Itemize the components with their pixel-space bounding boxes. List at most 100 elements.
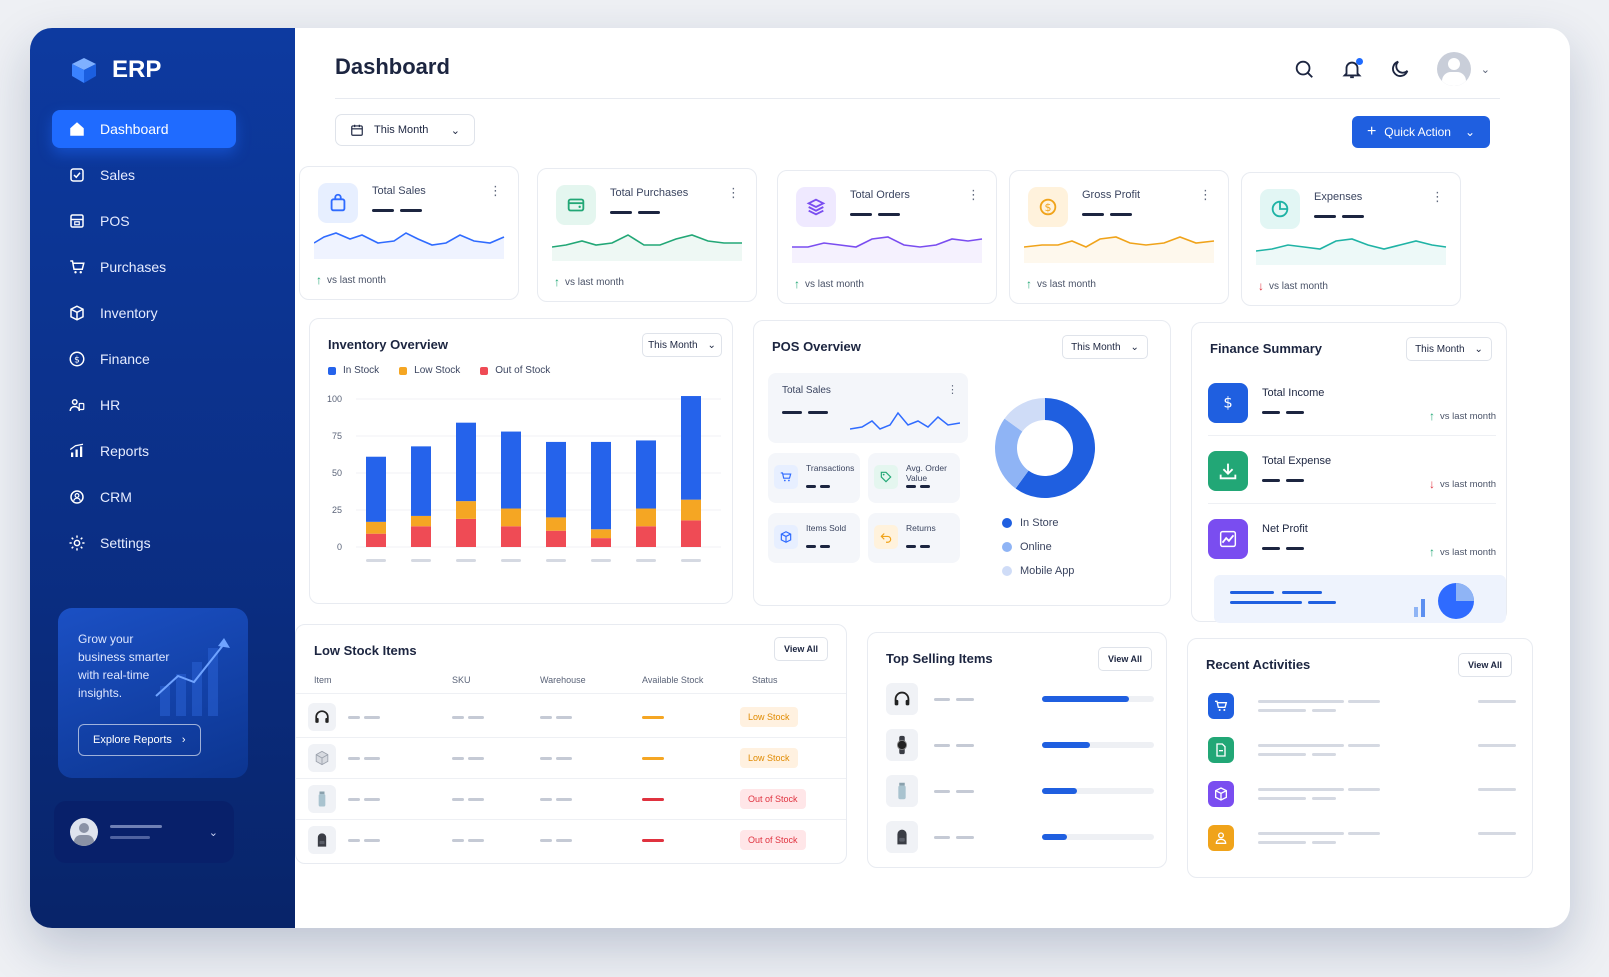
bar-out-of-stock[interactable] xyxy=(501,526,521,547)
bar-low-stock[interactable] xyxy=(501,508,521,527)
timestamp-placeholder xyxy=(1478,788,1516,791)
pos-metric-transactions[interactable]: Transactions xyxy=(768,453,860,503)
table-row[interactable]: Out of Stock xyxy=(296,824,846,865)
more-icon[interactable]: ⋮ xyxy=(947,384,958,396)
cell-placeholder xyxy=(348,798,360,801)
bar-low-stock[interactable] xyxy=(636,508,656,527)
column-header-warehouse: Warehouse xyxy=(540,675,586,685)
bar-chart-icon xyxy=(69,443,84,457)
value-placeholder xyxy=(1286,411,1304,414)
sidebar-item-pos[interactable]: POS xyxy=(52,202,236,240)
more-icon[interactable]: ⋮ xyxy=(489,183,502,198)
sidebar-item-dashboard[interactable]: Dashboard xyxy=(52,110,236,148)
bar-in-stock[interactable] xyxy=(501,431,521,509)
sidebar-item-reports[interactable]: Reports xyxy=(52,432,236,470)
pos-sparkline xyxy=(850,411,960,430)
period-value: This Month xyxy=(1071,341,1121,353)
bar-low-stock[interactable] xyxy=(681,499,701,521)
more-icon[interactable]: ⋮ xyxy=(1199,187,1212,202)
bar-in-stock[interactable] xyxy=(411,446,431,516)
bar-out-of-stock[interactable] xyxy=(636,526,656,547)
bar-in-stock[interactable] xyxy=(681,396,701,500)
table-row[interactable]: Out of Stock xyxy=(296,783,846,824)
status-badge: Low Stock xyxy=(740,707,798,727)
logo[interactable]: ERP xyxy=(70,56,161,84)
name-placeholder xyxy=(956,744,974,747)
kpi-footer-label: vs last month xyxy=(1269,280,1328,292)
kpi-card-total-sales[interactable]: Total Sales ⋮ ↑ vs last month xyxy=(299,166,519,300)
box-icon xyxy=(308,744,336,772)
table-row[interactable]: Low Stock xyxy=(296,701,846,742)
period-select[interactable]: This Month ⌄ xyxy=(335,114,475,146)
bar-out-of-stock[interactable] xyxy=(456,518,476,547)
pos-metric-avg-order-value[interactable]: Avg. Order Value xyxy=(868,453,960,503)
bell-icon[interactable] xyxy=(1341,58,1363,80)
list-item[interactable] xyxy=(868,729,1166,769)
bar-low-stock[interactable] xyxy=(411,515,431,527)
donut-slice-online[interactable] xyxy=(995,418,1029,489)
profile-menu[interactable]: ⌄ xyxy=(1436,52,1490,86)
bar-out-of-stock[interactable] xyxy=(546,530,566,547)
inventory-period-select[interactable]: This Month ⌄ xyxy=(642,333,722,357)
recent-view-all-button[interactable]: View All xyxy=(1458,653,1512,677)
kpi-card-total-purchases[interactable]: Total Purchases ⋮ ↑ vs last month xyxy=(537,168,757,302)
bar-out-of-stock[interactable] xyxy=(681,520,701,547)
bar-out-of-stock[interactable] xyxy=(591,538,611,547)
bar-out-of-stock[interactable] xyxy=(366,533,386,547)
bar-low-stock[interactable] xyxy=(456,501,476,519)
pos-metric-returns[interactable]: Returns xyxy=(868,513,960,563)
progress-fill xyxy=(1042,788,1077,794)
search-icon[interactable] xyxy=(1293,58,1315,80)
user-menu[interactable]: ⌄ xyxy=(54,801,234,863)
more-icon[interactable]: ⋮ xyxy=(967,187,980,202)
gear-icon xyxy=(69,535,85,551)
sidebar-item-hr[interactable]: HR xyxy=(52,386,236,424)
activity-item[interactable] xyxy=(1188,781,1532,821)
list-item[interactable] xyxy=(868,683,1166,723)
donut-slice-in-store[interactable] xyxy=(1015,398,1095,498)
name-placeholder xyxy=(956,790,974,793)
bar-low-stock[interactable] xyxy=(366,521,386,534)
quick-action-button[interactable]: + Quick Action ⌄ xyxy=(1352,116,1490,148)
sidebar-item-crm[interactable]: CRM xyxy=(52,478,236,516)
kpi-card-gross-profit[interactable]: $ Gross Profit ⋮ ↑ vs last month xyxy=(1009,170,1229,304)
low-stock-view-all-button[interactable]: View All xyxy=(774,637,828,661)
bar-out-of-stock[interactable] xyxy=(411,526,431,547)
kpi-label: Gross Profit xyxy=(1082,189,1141,201)
kpi-card-expenses[interactable]: Expenses ⋮ ↓ vs last month xyxy=(1241,172,1461,306)
bar-in-stock[interactable] xyxy=(636,440,656,509)
bar-in-stock[interactable] xyxy=(546,441,566,518)
pos-metric-items-sold[interactable]: Items Sold xyxy=(768,513,860,563)
explore-reports-button[interactable]: Explore Reports › xyxy=(78,724,201,756)
cell-placeholder xyxy=(452,839,464,842)
column-header-item: Item xyxy=(314,675,332,685)
sidebar-item-sales[interactable]: Sales xyxy=(52,156,236,194)
bar-in-stock[interactable] xyxy=(456,422,476,502)
sidebar-item-finance[interactable]: $ Finance xyxy=(52,340,236,378)
list-item[interactable] xyxy=(868,775,1166,815)
pos-period-select[interactable]: This Month ⌄ xyxy=(1062,335,1148,359)
chevron-down-icon: ⌄ xyxy=(450,124,460,137)
more-icon[interactable]: ⋮ xyxy=(1431,189,1444,204)
donut-slice-mobile-app[interactable] xyxy=(1004,398,1045,432)
bar-in-stock[interactable] xyxy=(366,456,386,522)
activity-item[interactable] xyxy=(1188,825,1532,865)
sidebar-item-inventory[interactable]: Inventory xyxy=(52,294,236,332)
sidebar-item-settings[interactable]: Settings xyxy=(52,524,236,562)
x-tick-placeholder xyxy=(456,559,476,562)
row-divider xyxy=(296,778,846,779)
more-icon[interactable]: ⋮ xyxy=(727,185,740,200)
table-row[interactable]: Low Stock xyxy=(296,742,846,783)
kpi-card-total-orders[interactable]: Total Orders ⋮ ↑ vs last month xyxy=(777,170,997,304)
activity-item[interactable] xyxy=(1188,693,1532,733)
bar-low-stock[interactable] xyxy=(591,529,611,539)
top-selling-view-all-button[interactable]: View All xyxy=(1098,647,1152,671)
list-item[interactable] xyxy=(868,821,1166,861)
finance-period-select[interactable]: This Month ⌄ xyxy=(1406,337,1492,361)
activity-item[interactable] xyxy=(1188,737,1532,777)
bar-low-stock[interactable] xyxy=(546,517,566,531)
moon-icon[interactable] xyxy=(1389,58,1411,80)
bar-in-stock[interactable] xyxy=(591,441,611,530)
sidebar-item-purchases[interactable]: Purchases xyxy=(52,248,236,286)
legend-label: In Store xyxy=(1020,517,1059,529)
